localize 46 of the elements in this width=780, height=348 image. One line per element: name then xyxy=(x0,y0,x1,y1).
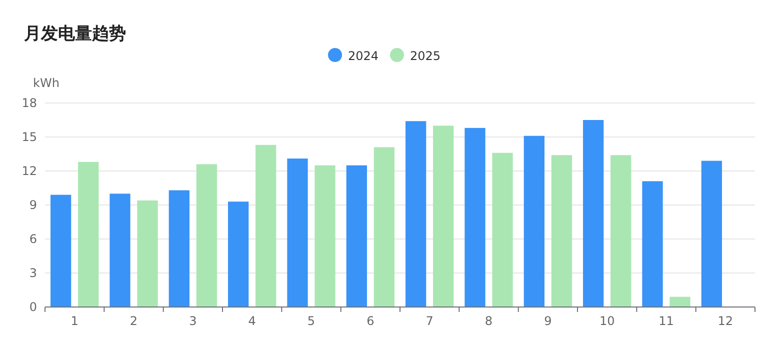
x-tick-label: 2 xyxy=(130,314,138,328)
bar xyxy=(110,194,130,307)
legend-label: 2024 xyxy=(348,49,379,64)
bar xyxy=(583,120,604,307)
x-tick-label: 10 xyxy=(599,314,615,328)
y-axis-title: kWh xyxy=(33,76,60,90)
y-tick-label: 18 xyxy=(22,96,37,110)
y-tick-label: 12 xyxy=(22,164,37,178)
x-tick-label: 9 xyxy=(544,314,552,328)
bar xyxy=(137,200,158,307)
x-tick-label: 7 xyxy=(426,314,434,328)
bar xyxy=(433,126,454,307)
bar xyxy=(78,162,99,307)
y-tick-label: 0 xyxy=(29,300,37,314)
y-tick-label: 3 xyxy=(29,266,37,280)
bar xyxy=(168,190,190,307)
bar xyxy=(701,160,722,307)
bar xyxy=(406,121,426,307)
x-tick-label: 1 xyxy=(70,314,78,328)
x-tick-label: 3 xyxy=(189,314,197,328)
bar xyxy=(551,155,572,307)
bar xyxy=(670,296,690,307)
x-tick-label: 11 xyxy=(658,314,674,328)
bar xyxy=(524,136,544,307)
bar xyxy=(196,164,217,307)
bar xyxy=(464,128,486,307)
bar xyxy=(610,155,632,307)
bar xyxy=(228,202,249,307)
bar xyxy=(256,144,276,307)
chart-title: 月发电量趋势 xyxy=(23,24,126,44)
x-tick-label: 8 xyxy=(484,314,493,328)
bar xyxy=(346,165,367,307)
y-tick-label: 6 xyxy=(29,232,37,246)
y-tick-label: 15 xyxy=(22,130,37,144)
bar xyxy=(314,165,336,307)
legend-label: 2025 xyxy=(410,49,441,64)
x-tick-label: 5 xyxy=(307,314,316,328)
bar xyxy=(642,181,663,307)
x-tick-label: 4 xyxy=(248,314,256,328)
bar xyxy=(374,147,394,307)
bar xyxy=(50,194,72,307)
x-tick-label: 6 xyxy=(366,314,374,328)
bar xyxy=(287,158,308,307)
x-tick-label: 12 xyxy=(718,314,734,328)
y-tick-label: 9 xyxy=(29,198,37,212)
bar xyxy=(492,152,513,307)
